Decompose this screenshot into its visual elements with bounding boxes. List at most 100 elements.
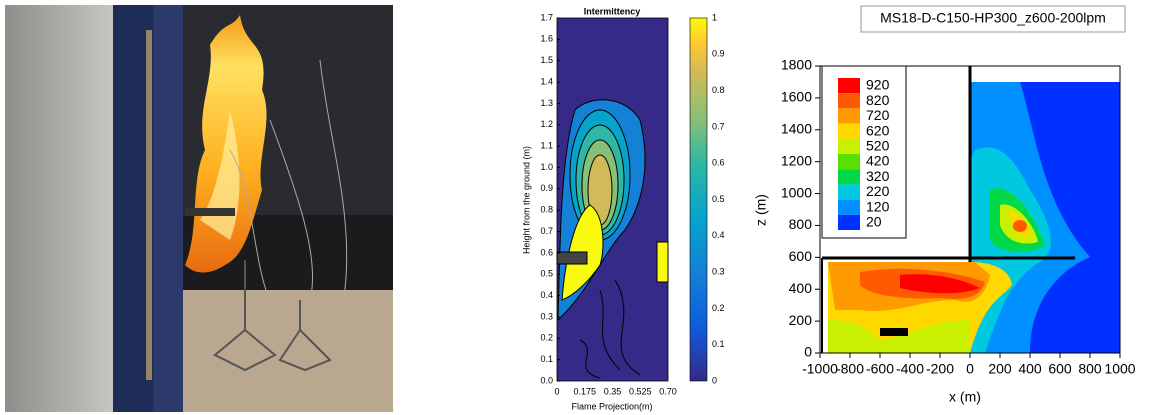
x-axis-label: x (m) — [949, 389, 981, 405]
legend-label: 520 — [866, 138, 890, 154]
legend-label: 920 — [866, 77, 890, 93]
x-tick-label: -800 — [836, 361, 864, 377]
legend-swatch — [838, 123, 860, 139]
y-tick-label: 1.3 — [540, 98, 553, 108]
colorbar-tick-label: 1 — [712, 12, 717, 22]
legend-label: 620 — [866, 122, 890, 138]
y-tick-label: 1.5 — [540, 55, 553, 65]
y-tick-label: 1.4 — [540, 76, 553, 86]
y-tick-label: 0.7 — [540, 226, 553, 236]
legend-swatch — [838, 214, 860, 230]
x-tick-label: 400 — [1018, 361, 1042, 377]
photo-part — [5, 5, 113, 412]
legend-label: 820 — [866, 92, 890, 108]
intermittency-plot-part — [689, 17, 708, 382]
colorbar-tick-label: 0.7 — [712, 121, 725, 131]
y-axis-label: Height from the ground (m) — [521, 146, 531, 254]
y-tick-label: 600 — [789, 248, 813, 264]
y-tick-label: 1.6 — [540, 34, 553, 44]
y-tick-label: 1600 — [781, 89, 812, 105]
colorbar-tick-label: 0.6 — [712, 158, 725, 168]
legend-label: 420 — [866, 153, 890, 169]
y-tick-label: 1800 — [781, 57, 812, 73]
temperature-plot: MS18-D-C150-HP300_z600-200lpm x (m) z (m… — [753, 5, 1136, 405]
x-tick-label: 0.70 — [659, 386, 677, 396]
temperature-plot-part — [821, 65, 907, 239]
x-tick-label: 0.35 — [604, 386, 622, 396]
colorbar-tick-label: 0.4 — [712, 230, 725, 240]
y-tick-label: 1000 — [781, 184, 812, 200]
colorbar-tick-label: 0.3 — [712, 266, 725, 276]
legend-label: 320 — [866, 168, 890, 184]
colorbar-tick-label: 0.8 — [712, 85, 725, 95]
y-tick-label: 1.7 — [540, 12, 553, 22]
y-tick-label: 0.4 — [540, 290, 553, 300]
contour-part — [656, 241, 669, 283]
x-tick-label: 0.525 — [629, 386, 652, 396]
x-tick-label: 800 — [1078, 361, 1102, 377]
y-tick-label: 1200 — [781, 152, 812, 168]
photo-part — [200, 110, 240, 240]
x-tick-label: 0.175 — [573, 386, 596, 396]
contour-part — [900, 274, 980, 294]
x-tick-label: -600 — [866, 361, 894, 377]
x-tick-label: 200 — [988, 361, 1012, 377]
photo-part-part — [213, 260, 277, 372]
y-tick-label: 800 — [789, 216, 813, 232]
legend-swatch — [838, 108, 860, 124]
legend-swatch — [838, 138, 860, 154]
y-tick-label: 0.9 — [540, 183, 553, 193]
photo — [5, 5, 393, 412]
photo-part — [213, 59, 348, 372]
y-tick-label: 1.2 — [540, 119, 553, 129]
x-tick-label: -400 — [896, 361, 924, 377]
x-tick-label: 0 — [554, 386, 559, 396]
y-tick-label: 0.8 — [540, 205, 553, 215]
colorbar-tick-label: 0.5 — [712, 194, 725, 204]
y-tick-label: 0 — [804, 344, 812, 360]
legend-swatch — [838, 184, 860, 200]
photo-part — [185, 208, 235, 216]
y-tick-label: 0.6 — [540, 247, 553, 257]
x-tick-label: 1000 — [1104, 361, 1135, 377]
y-tick-label: 0.0 — [540, 375, 553, 385]
y-tick-label: 1400 — [781, 120, 812, 136]
legend-swatch — [838, 93, 860, 109]
legend-swatch — [838, 169, 860, 185]
x-axis-label: Flame Projection(m) — [571, 401, 652, 411]
colorbar-tick-label: 0 — [712, 375, 717, 385]
legend-label: 20 — [866, 214, 882, 230]
y-tick-label: 1.0 — [540, 162, 553, 172]
photo-part-part — [278, 300, 332, 372]
colorbar-tick-label: 0.9 — [712, 49, 725, 59]
contour-part — [880, 328, 908, 336]
contour-part — [1013, 220, 1027, 232]
intermittency-plot-part — [556, 17, 669, 382]
y-tick-label: 1.1 — [540, 140, 553, 150]
y-tick-label: 0.5 — [540, 269, 553, 279]
plot-title: MS18-D-C150-HP300_z600-200lpm — [880, 10, 1106, 26]
photo-part-part — [229, 59, 348, 331]
y-tick-label: 0.1 — [540, 354, 553, 364]
legend-label: 220 — [866, 183, 890, 199]
contour-part — [579, 279, 641, 379]
legend-swatch — [838, 78, 860, 94]
legend-swatch — [838, 154, 860, 170]
legend-swatch — [838, 199, 860, 215]
y-tick-label: 400 — [789, 280, 813, 296]
legend-label: 120 — [866, 198, 890, 214]
y-tick-label: 200 — [789, 312, 813, 328]
x-tick-label: 0 — [966, 361, 974, 377]
plot-title: Intermittency — [584, 6, 641, 16]
contour — [821, 66, 1120, 353]
y-axis-label: z (m) — [753, 194, 769, 226]
photo-part — [153, 5, 183, 412]
colorbar-tick-label: 0.1 — [712, 339, 725, 349]
x-tick-label: -200 — [926, 361, 954, 377]
photo-part — [146, 30, 152, 380]
contour-part — [556, 251, 588, 265]
contour — [556, 99, 669, 379]
y-tick-label: 0.2 — [540, 333, 553, 343]
y-tick-label: 0.3 — [540, 311, 553, 321]
